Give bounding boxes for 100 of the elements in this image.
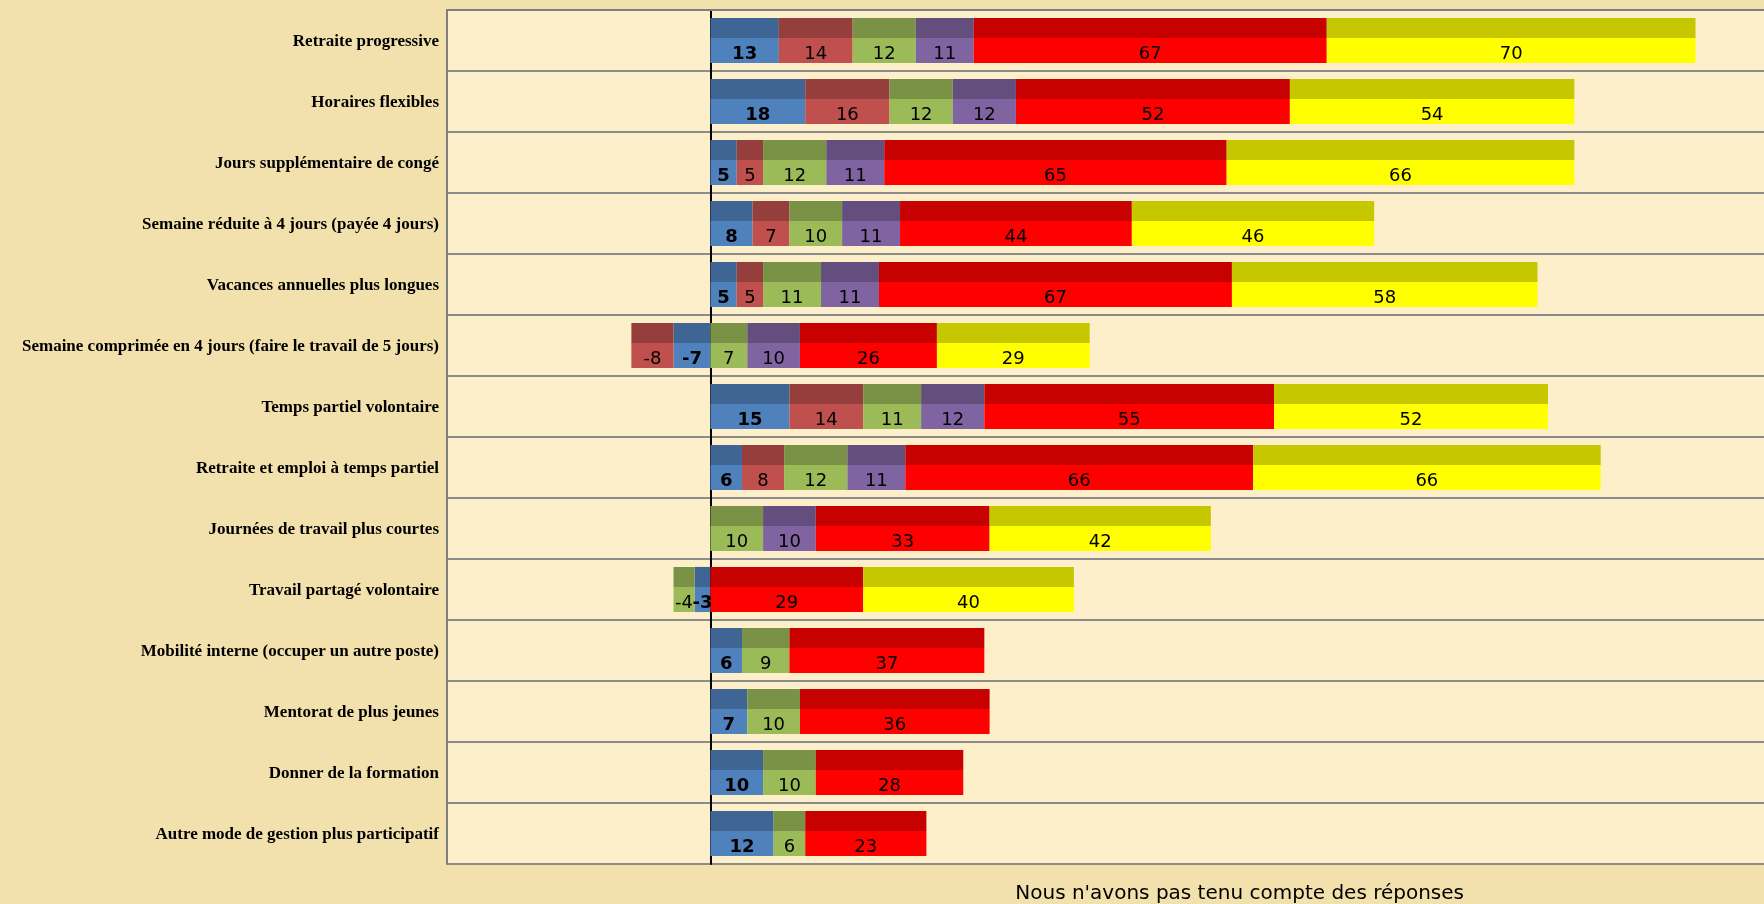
bar bbox=[710, 810, 774, 857]
y-tick-label: Autre mode de gestion plus participatif bbox=[155, 824, 440, 843]
data-label: -4 bbox=[675, 590, 694, 612]
bar bbox=[973, 17, 1327, 64]
data-label: 14 bbox=[814, 407, 838, 429]
data-label: 8 bbox=[725, 224, 738, 246]
bar bbox=[710, 566, 864, 613]
data-label: 6 bbox=[719, 651, 733, 673]
data-label: 6 bbox=[719, 468, 733, 490]
bar bbox=[710, 17, 779, 64]
data-label: 10 bbox=[777, 529, 801, 551]
data-label: 37 bbox=[875, 651, 899, 673]
data-label: 18 bbox=[745, 102, 771, 124]
bar bbox=[921, 383, 985, 430]
data-label: 29 bbox=[1001, 346, 1025, 368]
bar bbox=[736, 139, 764, 186]
data-label: 12 bbox=[783, 163, 807, 185]
bar bbox=[784, 444, 848, 491]
bar bbox=[847, 444, 906, 491]
bar bbox=[778, 17, 853, 64]
data-label: 14 bbox=[804, 41, 828, 63]
bar bbox=[763, 261, 822, 308]
bar bbox=[742, 627, 790, 674]
data-label: 66 bbox=[1415, 468, 1439, 490]
data-label: 13 bbox=[732, 41, 758, 63]
data-label: 6 bbox=[783, 834, 796, 856]
data-label: 10 bbox=[777, 773, 801, 795]
data-label: 70 bbox=[1499, 41, 1523, 63]
bar bbox=[742, 444, 785, 491]
data-label: 36 bbox=[883, 712, 907, 734]
bar bbox=[747, 322, 800, 369]
y-tick-label: Donner de la formation bbox=[268, 763, 440, 782]
data-label: 5 bbox=[744, 163, 756, 185]
bar bbox=[673, 322, 711, 369]
data-label: 12 bbox=[729, 834, 755, 856]
data-label: 67 bbox=[1044, 285, 1067, 307]
data-label: 12 bbox=[941, 407, 965, 429]
y-tick-label: Mobilité interne (occuper un autre poste) bbox=[140, 641, 439, 660]
text: Nous n'avons pas tenu compte des réponses bbox=[1015, 880, 1465, 904]
bar bbox=[631, 322, 674, 369]
data-label: 23 bbox=[854, 834, 878, 856]
data-label: 58 bbox=[1373, 285, 1397, 307]
data-label: 12 bbox=[872, 41, 896, 63]
bar bbox=[863, 383, 922, 430]
bar bbox=[889, 78, 953, 125]
data-label: 54 bbox=[1420, 102, 1444, 124]
bar bbox=[1131, 200, 1375, 247]
data-label: 42 bbox=[1088, 529, 1112, 551]
bar bbox=[884, 139, 1227, 186]
bar bbox=[936, 322, 1090, 369]
bar bbox=[826, 139, 885, 186]
bar bbox=[736, 261, 764, 308]
y-tick-label: Mentorat de plus jeunes bbox=[263, 702, 440, 721]
data-label: 9 bbox=[759, 651, 772, 673]
bar bbox=[915, 17, 974, 64]
bar bbox=[763, 749, 816, 796]
data-label: 12 bbox=[972, 102, 996, 124]
data-label: 5 bbox=[717, 285, 730, 307]
bar bbox=[710, 505, 764, 552]
bar bbox=[805, 78, 890, 125]
data-label: 65 bbox=[1044, 163, 1067, 185]
data-label: 11 bbox=[859, 224, 883, 246]
data-label: 33 bbox=[891, 529, 915, 551]
bar bbox=[763, 139, 827, 186]
data-label: 29 bbox=[775, 590, 799, 612]
bar bbox=[805, 810, 927, 857]
bar bbox=[815, 749, 964, 796]
bar bbox=[900, 200, 1132, 247]
data-label: 66 bbox=[1067, 468, 1091, 490]
y-tick-label: Retraite et emploi à temps partiel bbox=[195, 458, 440, 477]
data-label: 11 bbox=[880, 407, 904, 429]
bar bbox=[821, 261, 879, 308]
data-label: 66 bbox=[1389, 163, 1412, 185]
bar bbox=[1015, 78, 1290, 125]
bar bbox=[789, 627, 985, 674]
y-tick-label: Semaine comprimée en 4 jours (faire le travail de 5 jours) bbox=[21, 336, 439, 355]
data-label: 55 bbox=[1117, 407, 1141, 429]
bar bbox=[710, 78, 806, 125]
data-label: 10 bbox=[762, 712, 786, 734]
data-label: 11 bbox=[933, 41, 957, 63]
bar bbox=[1226, 139, 1575, 186]
data-label: 10 bbox=[724, 773, 750, 795]
data-label: 46 bbox=[1241, 224, 1265, 246]
data-label: 12 bbox=[909, 102, 933, 124]
y-tick-label: Journées de travail plus courtes bbox=[208, 519, 440, 538]
bar bbox=[842, 200, 901, 247]
data-label: 10 bbox=[804, 224, 828, 246]
y-tick-label: Travail partagé volontaire bbox=[248, 580, 440, 599]
y-tick-label: Temps partiel volontaire bbox=[261, 397, 440, 416]
bar bbox=[1326, 17, 1696, 64]
bar bbox=[710, 383, 790, 430]
y-tick-label: Horaires flexibles bbox=[311, 92, 440, 111]
bar bbox=[905, 444, 1253, 491]
data-label: 7 bbox=[723, 346, 735, 368]
data-label: 40 bbox=[957, 590, 980, 612]
data-label: 7 bbox=[722, 712, 736, 734]
data-label: 26 bbox=[856, 346, 880, 368]
bar bbox=[710, 139, 737, 186]
data-label: -7 bbox=[681, 346, 702, 368]
bar bbox=[815, 505, 990, 552]
